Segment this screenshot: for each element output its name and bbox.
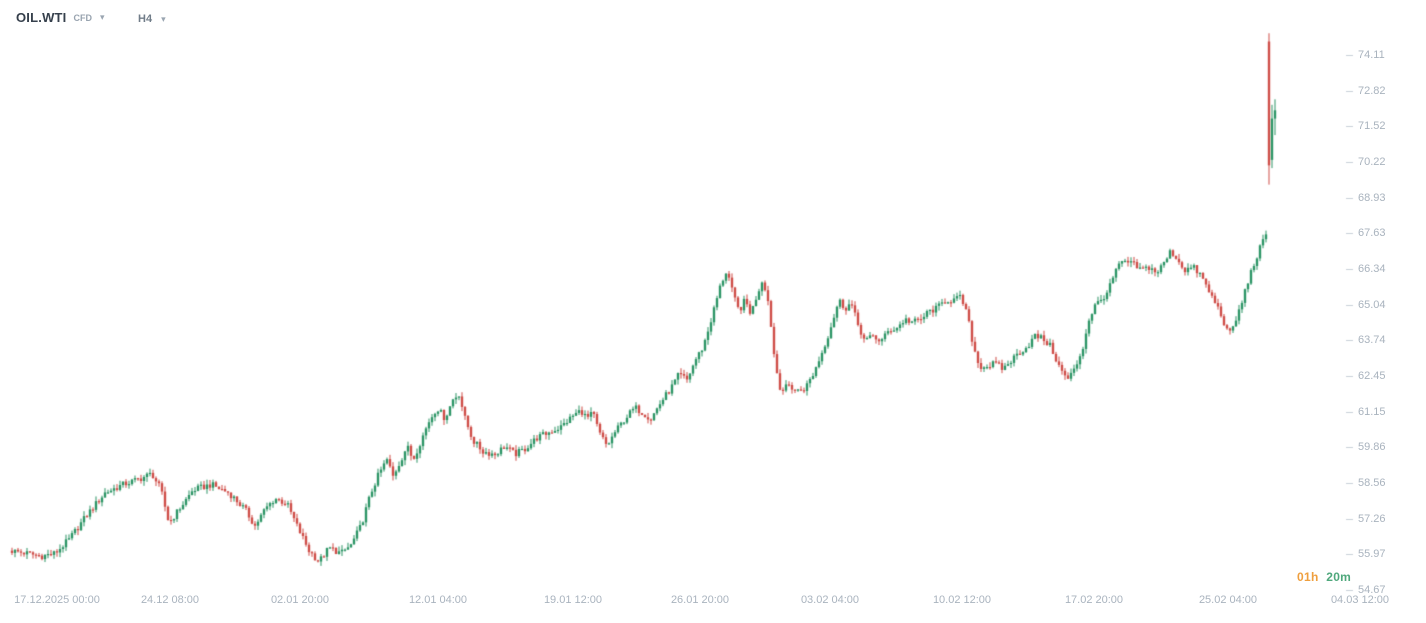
time-axis-label: 26.01 20:00 [670, 594, 730, 606]
time-axis-label: 02.01 20:00 [270, 594, 330, 606]
time-axis-label: 12.01 04:00 [408, 594, 468, 606]
time-axis[interactable]: 17.12.2025 00:00 24.12 08:00 02.01 20:00 12… [0, 594, 1426, 612]
time-axis-label: 17.12.2025 00:00 [14, 594, 100, 606]
time-axis-label: 24.12 08:00 [140, 594, 200, 606]
instrument-selector[interactable]: OIL.WTI CFD ▾ [16, 10, 105, 25]
time-axis-label: 10.02 12:00 [932, 594, 992, 606]
instrument-name: OIL.WTI [16, 10, 67, 25]
timeframe-label: H4 [138, 12, 153, 25]
instrument-type-badge: CFD [73, 13, 93, 23]
chevron-down-icon: ▾ [100, 12, 105, 22]
time-axis-label: 03.02 04:00 [800, 594, 860, 606]
time-axis-label: 04.03 12:00 [1330, 594, 1390, 606]
chevron-down-icon: ▾ [161, 14, 166, 24]
time-axis-label: 17.02 20:00 [1064, 594, 1124, 606]
candle-countdown: 01h 20m [1297, 570, 1351, 584]
countdown-minutes: 20m [1326, 570, 1352, 584]
time-axis-label: 25.02 04:00 [1198, 594, 1258, 606]
time-axis-label: 19.01 12:00 [543, 594, 603, 606]
countdown-hours: 01h [1297, 570, 1319, 584]
timeframe-selector[interactable]: H4 ▾ [138, 12, 166, 25]
